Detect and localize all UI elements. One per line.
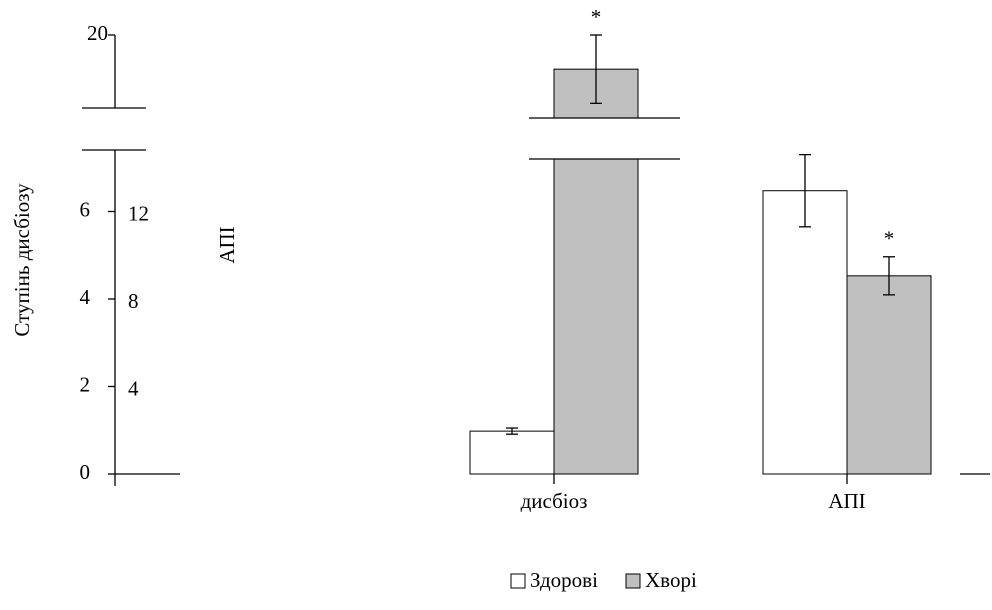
bar xyxy=(762,190,848,475)
bar xyxy=(846,275,932,475)
y2-tick-label: 4 xyxy=(128,376,139,400)
significance-marker: * xyxy=(591,5,602,29)
y-axis-label: Ступінь дисбіозу xyxy=(10,183,34,337)
legend-label: Здорові xyxy=(530,568,598,592)
y-tick-label: 6 xyxy=(80,197,91,221)
y2-axis-label: АПІ xyxy=(215,226,239,263)
x-tick-label: дисбіоз xyxy=(521,489,588,513)
legend-label: Хворі xyxy=(645,568,697,592)
y-tick-label: 4 xyxy=(80,285,91,309)
y-tick-label: 0 xyxy=(80,460,91,484)
significance-marker: * xyxy=(884,227,895,251)
y2-tick-label: 8 xyxy=(128,289,139,313)
x-tick-label: АПІ xyxy=(828,489,865,513)
bar xyxy=(553,158,639,475)
bar xyxy=(469,430,555,475)
legend-swatch xyxy=(625,573,641,589)
y-tick-label: 20 xyxy=(87,21,108,45)
y-tick-label: 2 xyxy=(80,372,91,396)
legend-swatch xyxy=(510,573,526,589)
y2-tick-label: 12 xyxy=(128,201,149,225)
